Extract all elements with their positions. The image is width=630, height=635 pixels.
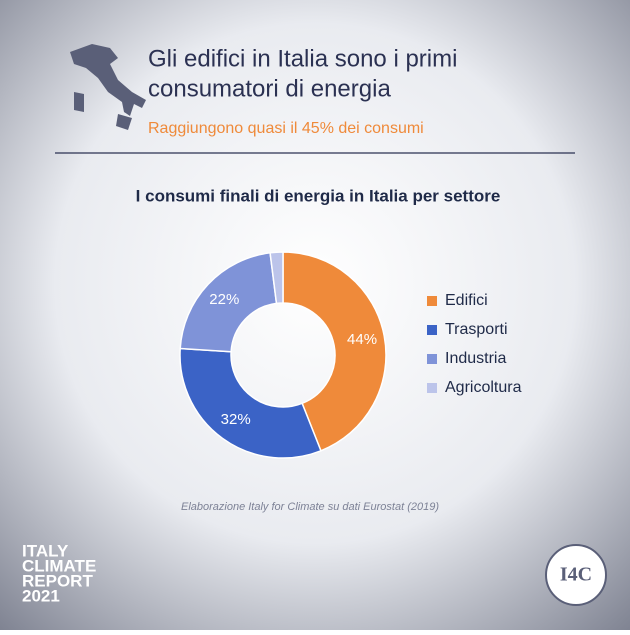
donut-slice <box>269 251 284 305</box>
header-title: Gli edifici in Italia sono i primi <box>148 45 457 72</box>
footer-line: 2021 <box>22 586 60 605</box>
legend-swatch <box>427 325 437 335</box>
legend-swatch <box>427 296 437 306</box>
donut-slice <box>179 251 278 353</box>
source-note: Elaborazione Italy for Climate su dati E… <box>181 501 439 513</box>
legend-swatch <box>427 354 437 364</box>
header-subtitle: Raggiungono quasi il 45% dei consumi <box>148 120 424 137</box>
slice-label: 22% <box>209 291 239 308</box>
footer-line: CLIMATE <box>22 556 96 575</box>
donut-slice <box>179 347 322 459</box>
legend-swatch <box>427 383 437 393</box>
donut-chart: 44% 32% 22% Edifici Trasporti Industria Agrico… <box>179 251 522 459</box>
logo-circle <box>545 544 607 606</box>
donut-slice <box>282 251 387 452</box>
chart-title: I consumi finali di energia in Italia pe… <box>136 186 501 205</box>
report-footer: ITALY CLIMATE REPORT 2021 <box>22 541 96 605</box>
legend-label: Industria <box>445 350 506 367</box>
logo: I4C <box>560 564 592 586</box>
footer-line: REPORT <box>22 571 93 590</box>
footer-line: ITALY <box>22 541 69 560</box>
italy-map <box>70 44 146 130</box>
legend-label: Trasporti <box>445 321 508 338</box>
legend-label: Agricoltura <box>445 379 522 396</box>
header-title: consumatori di energia <box>148 75 391 102</box>
legend-label: Edifici <box>445 292 488 309</box>
slice-label: 44% <box>347 331 377 348</box>
slice-label: 32% <box>221 411 251 428</box>
